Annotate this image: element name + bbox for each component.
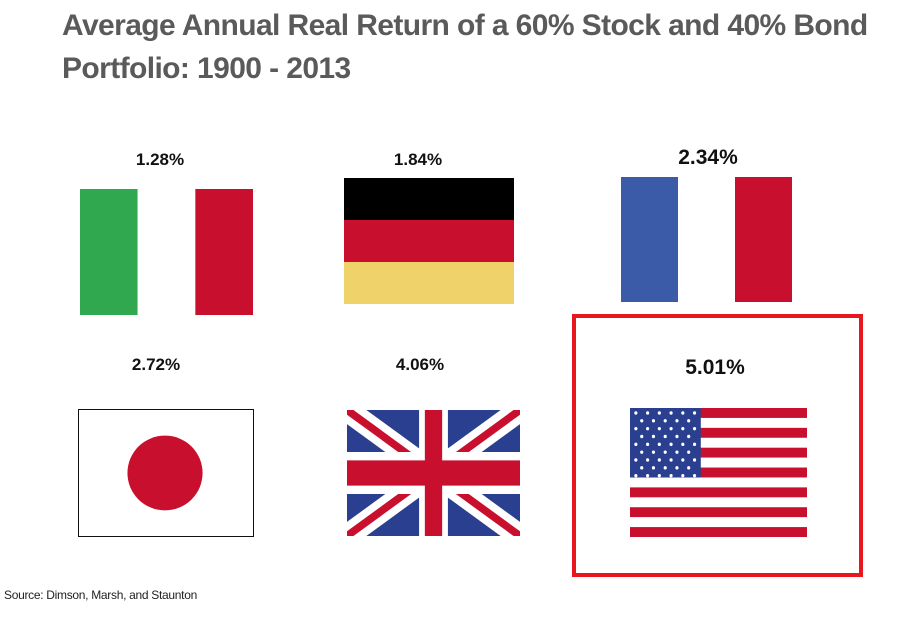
- return-label-italy: 1.28%: [135, 150, 185, 169]
- return-label-france: 2.34%: [678, 146, 738, 169]
- germany-flag-icon: [344, 178, 514, 304]
- italy-flag-icon: [80, 189, 253, 315]
- usa-flag-icon: [630, 408, 807, 537]
- return-label-germany: 1.84%: [393, 150, 443, 169]
- france-flag-icon: [621, 177, 792, 302]
- return-label-uk: 4.06%: [395, 355, 445, 374]
- highlight-box-usa: [572, 314, 863, 577]
- chart-title: Average Annual Real Return of a 60% Stoc…: [62, 9, 868, 85]
- source-note: Source: Dimson, Marsh, and Staunton: [4, 588, 197, 602]
- return-label-usa: 5.01%: [685, 356, 745, 379]
- uk-flag-icon: [347, 410, 520, 536]
- japan-flag-icon: [78, 409, 254, 537]
- return-label-japan: 2.72%: [131, 355, 181, 374]
